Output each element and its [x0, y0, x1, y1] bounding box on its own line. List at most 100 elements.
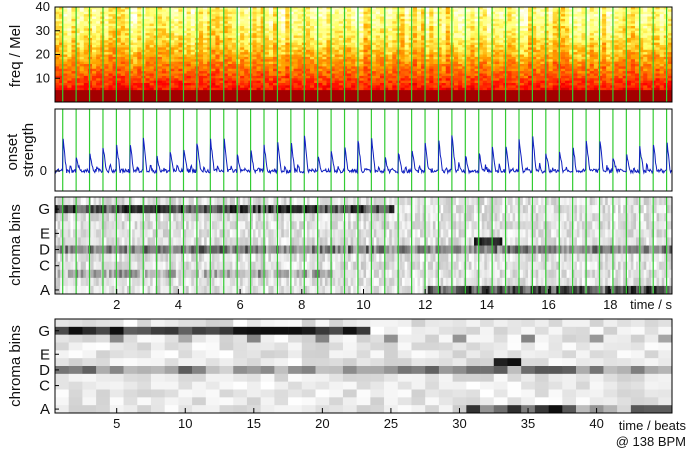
mel-cell — [174, 37, 179, 41]
mel-cell — [458, 66, 463, 70]
mel-cell — [223, 9, 229, 13]
mel-cell — [244, 9, 249, 13]
mel-cell — [371, 78, 377, 82]
mel-cell — [170, 14, 175, 17]
mel-cell — [565, 64, 570, 67]
mel-cell — [83, 71, 89, 74]
mel-cell — [186, 47, 192, 51]
mel-cell — [63, 21, 68, 25]
mel-cell — [314, 45, 319, 48]
mel-cell — [59, 61, 64, 65]
mel-cell — [277, 61, 282, 65]
mel-cell — [215, 14, 221, 17]
mel-cell — [104, 30, 109, 34]
mel-cell — [137, 56, 142, 60]
mel-cell — [293, 80, 299, 84]
mel-cell — [112, 33, 118, 36]
mel-cell — [507, 52, 513, 55]
mel-cell — [499, 56, 504, 60]
mel-cell — [92, 26, 97, 29]
mel-cell — [384, 9, 389, 13]
mel-cell — [412, 40, 418, 44]
mel-cell — [470, 40, 476, 44]
mel-cell — [75, 42, 81, 46]
mel-cell — [375, 35, 381, 39]
mel-cell — [433, 64, 439, 67]
mel-cell — [129, 37, 134, 41]
mel-cell — [359, 97, 364, 101]
mel-cell — [293, 18, 299, 22]
mel-cell — [240, 68, 245, 72]
mel-cell — [281, 61, 286, 65]
mel-cell — [421, 23, 426, 27]
mel-cell — [371, 99, 377, 103]
mel-cell — [178, 90, 184, 93]
mel-cell — [379, 47, 385, 51]
mel-cell — [133, 28, 138, 32]
mel-cell — [285, 99, 290, 103]
mel-cell — [137, 90, 142, 93]
mel-cell — [252, 78, 258, 82]
mel-cell — [145, 97, 151, 101]
mel-cell — [260, 83, 266, 86]
mel-cell — [182, 66, 188, 70]
mel-cell — [256, 92, 262, 96]
mel-cell — [207, 94, 212, 98]
mel-cell — [231, 9, 237, 13]
mel-cell — [190, 33, 196, 36]
mel-cell — [379, 42, 385, 46]
mel-cell — [104, 87, 109, 91]
mel-cell — [87, 11, 93, 15]
mel-cell — [240, 23, 245, 27]
mel-cell — [219, 90, 225, 93]
mel-cell — [565, 90, 570, 93]
mel-cell — [137, 75, 142, 79]
mel-cell — [198, 64, 204, 67]
mel-cell — [445, 26, 451, 29]
mel-cell — [322, 37, 327, 41]
mel-cell — [157, 66, 163, 70]
mel-cell — [166, 47, 171, 51]
mel-cell — [445, 90, 451, 93]
mel-cell — [83, 85, 89, 89]
mel-cell — [519, 54, 525, 58]
mel-cell — [379, 23, 385, 27]
mel-cell — [565, 56, 570, 60]
mel-cell — [532, 52, 537, 55]
mel-cell — [392, 83, 397, 86]
mel-cell — [528, 99, 533, 103]
mel-cell — [330, 68, 336, 72]
mel-cell — [256, 87, 262, 91]
mel-cell — [231, 80, 237, 84]
mel-cell — [285, 94, 290, 98]
mel-cell — [523, 16, 529, 20]
mel-cell — [281, 87, 286, 91]
mel-cell — [112, 52, 118, 55]
mel-cell — [83, 78, 89, 82]
mel-cell — [433, 28, 439, 32]
mel-cell — [63, 90, 68, 93]
mel-cell — [421, 71, 426, 74]
mel-cell — [182, 23, 188, 27]
mel-cell — [560, 78, 566, 82]
mel-cell — [421, 59, 426, 63]
mel-cell — [223, 14, 229, 17]
mel-cell — [83, 9, 89, 13]
mel-cell — [223, 73, 229, 77]
mel-cell — [560, 83, 566, 86]
mel-cell — [453, 59, 459, 63]
mel-cell — [560, 97, 566, 101]
mel-cell — [445, 11, 451, 15]
mel-cell — [264, 56, 270, 60]
mel-cell — [211, 94, 216, 98]
mel-cell — [523, 28, 529, 32]
mel-cell — [256, 85, 262, 89]
mel-cell — [198, 9, 204, 13]
mel-cell — [351, 71, 356, 74]
mel-cell — [330, 18, 336, 22]
mel-cell — [536, 42, 541, 46]
mel-cell — [83, 49, 89, 53]
mel-cell — [67, 21, 72, 25]
mel-cell — [474, 49, 480, 53]
mel-cell — [75, 7, 81, 10]
